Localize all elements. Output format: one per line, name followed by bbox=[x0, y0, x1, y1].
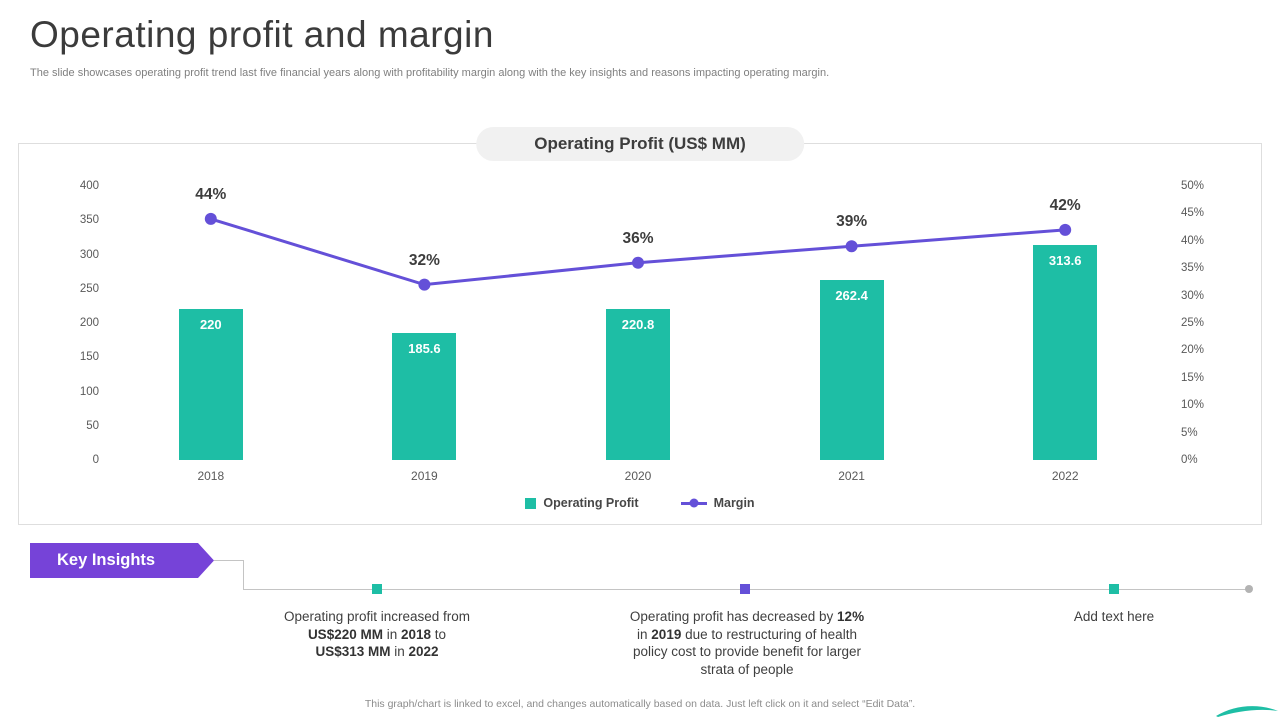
bar-2020[interactable]: 220.8 bbox=[606, 308, 670, 460]
right-axis-tick: 20% bbox=[1181, 344, 1205, 357]
right-axis-tick: 5% bbox=[1181, 426, 1198, 439]
left-axis-tick: 50 bbox=[86, 419, 99, 432]
bar-2019[interactable]: 185.6 bbox=[392, 332, 457, 460]
left-axis-tick: 250 bbox=[79, 282, 99, 295]
margin-point-2020 bbox=[632, 256, 644, 269]
right-axis-tick: 25% bbox=[1181, 317, 1205, 329]
margin-point-2021 bbox=[845, 240, 858, 253]
brand-swoosh-decoration bbox=[1216, 706, 1278, 717]
legend-item-operating-profit: Operating Profit bbox=[525, 496, 639, 510]
left-y-axis: 400 350 300 250 200 150 100 50 0 bbox=[41, 180, 99, 466]
margin-point-2018 bbox=[204, 212, 217, 225]
right-axis-tick: 30% bbox=[1181, 289, 1205, 302]
x-axis: 2018 2019 2020 2021 2022 bbox=[104, 469, 1172, 487]
left-axis-tick: 300 bbox=[79, 248, 99, 261]
right-axis-tick: 15% bbox=[1181, 371, 1205, 384]
left-axis-tick: 350 bbox=[79, 214, 99, 227]
left-axis-tick: 100 bbox=[79, 385, 99, 398]
legend-line-marker bbox=[680, 498, 707, 508]
insight-marker-1 bbox=[372, 584, 382, 594]
right-axis-tick: 0% bbox=[1181, 454, 1198, 466]
margin-point-2019 bbox=[418, 278, 431, 291]
x-axis-label-2021: 2021 bbox=[838, 469, 865, 483]
bar-2018[interactable]: 220 bbox=[178, 309, 243, 460]
margin-value-label: 39% bbox=[836, 213, 868, 231]
x-axis-label-2018: 2018 bbox=[197, 469, 225, 483]
margin-value-label: 44% bbox=[195, 185, 227, 203]
right-axis-tick: 10% bbox=[1181, 399, 1205, 412]
x-axis-label-2019: 2019 bbox=[411, 469, 438, 483]
bar-2021[interactable]: 262.4 bbox=[819, 280, 884, 460]
right-axis-tick: 45% bbox=[1181, 207, 1205, 220]
x-axis-label-2020: 2020 bbox=[624, 469, 652, 483]
insight-marker-2 bbox=[740, 584, 750, 594]
connector-line-vertical bbox=[243, 560, 244, 590]
bar-value-label: 262.4 bbox=[835, 288, 868, 304]
chart-legend: Operating Profit Margin bbox=[19, 496, 1261, 510]
legend-square-marker bbox=[525, 497, 537, 509]
left-axis-tick: 400 bbox=[79, 180, 99, 192]
legend-dot bbox=[689, 498, 699, 508]
right-y-axis: 50% 45% 40% 35% 30% 25% 20% 15% 10% 5% 0% bbox=[1181, 180, 1241, 466]
insight-text-placeholder[interactable]: Add text here bbox=[1073, 609, 1155, 624]
left-axis-tick: 0 bbox=[92, 454, 99, 466]
legend-label: Margin bbox=[713, 496, 755, 510]
footer-note: This graph/chart is linked to excel, and… bbox=[364, 698, 916, 710]
connector-line-horizontal bbox=[214, 560, 243, 561]
margin-value-label: 32% bbox=[408, 251, 440, 269]
timeline-end-dot bbox=[1245, 585, 1253, 593]
bar-value-label: 185.6 bbox=[408, 340, 441, 356]
chart-title: Operating Profit (US$ MM) bbox=[476, 127, 804, 161]
operating-profit-chart-panel[interactable]: Operating Profit (US$ MM) 400 350 300 250 20… bbox=[18, 127, 1262, 525]
key-insights-label: Key Insights bbox=[57, 551, 156, 569]
right-axis-tick: 40% bbox=[1181, 234, 1205, 247]
right-axis-tick: 35% bbox=[1181, 262, 1205, 275]
legend-item-margin: Margin bbox=[680, 496, 755, 510]
insight-text-1: Operating profit increased from US$220 M… bbox=[283, 609, 471, 659]
legend-label: Operating Profit bbox=[543, 496, 639, 510]
right-axis-tick: 50% bbox=[1181, 180, 1205, 192]
margin-value-label: 36% bbox=[622, 229, 654, 247]
plot-area[interactable]: 220 185.6 220.8 262.4 313.6 44% 32% 36% 39% 42% bbox=[104, 186, 1172, 460]
margin-line[interactable] bbox=[104, 186, 1172, 460]
margin-value-label: 42% bbox=[1049, 196, 1081, 214]
left-axis-tick: 150 bbox=[79, 351, 99, 364]
insight-text-2: Operating profit has decreased by 12% in… bbox=[629, 609, 865, 677]
margin-point-2022 bbox=[1059, 223, 1072, 236]
x-axis-label-2022: 2022 bbox=[1051, 469, 1079, 483]
bar-2022[interactable]: 313.6 bbox=[1033, 245, 1098, 460]
key-insights-banner: Key Insights bbox=[30, 543, 214, 578]
page-subtitle: The slide showcases operating profit tre… bbox=[30, 67, 830, 79]
bar-value-label: 220 bbox=[199, 317, 222, 333]
bar-value-label: 220.8 bbox=[621, 316, 655, 332]
left-axis-tick: 200 bbox=[79, 317, 99, 329]
bar-value-label: 313.6 bbox=[1048, 253, 1082, 269]
page-title: Operating profit and margin bbox=[30, 14, 494, 55]
insight-marker-3 bbox=[1109, 584, 1119, 594]
